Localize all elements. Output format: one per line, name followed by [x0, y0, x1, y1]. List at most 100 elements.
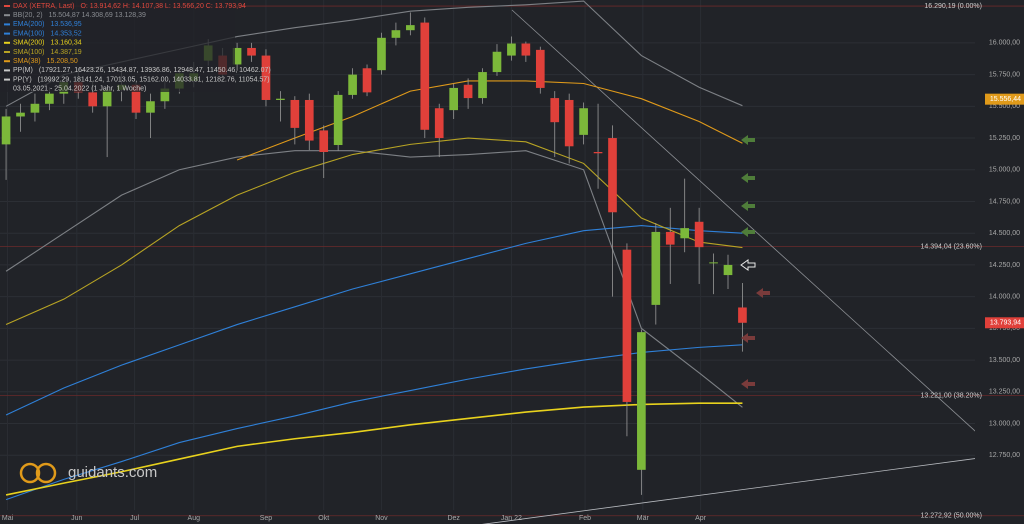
candle-body	[406, 25, 415, 31]
candle-body	[304, 99, 314, 141]
legend-name: DAX (XETRA, Last)	[13, 3, 74, 10]
candle-body	[579, 108, 588, 135]
x-tick-label: Mai	[2, 515, 14, 522]
arrow	[741, 227, 755, 237]
candle-body	[535, 49, 545, 88]
x-tick-label: Apr	[695, 515, 707, 522]
level-label: 13.221,00 (38.20%)	[921, 392, 983, 399]
candle-body	[16, 112, 25, 117]
x-tick-label: Nov	[375, 515, 388, 522]
candle-body	[391, 30, 401, 38]
indicator-line	[5, 225, 743, 416]
candle-body	[550, 98, 560, 123]
trend-line	[481, 458, 975, 524]
candle-body	[434, 108, 444, 139]
candle-body	[319, 130, 329, 152]
candle-body	[463, 84, 473, 99]
price-tag-label: 13.793,94	[990, 320, 1021, 327]
x-tick-label: Sep	[260, 515, 273, 522]
arrow	[741, 173, 755, 183]
candle-body	[160, 88, 170, 102]
indicator-line	[5, 402, 743, 496]
candle-body	[521, 43, 531, 56]
candle-body	[247, 47, 256, 56]
legend-name: SMA(38)	[13, 58, 41, 65]
y-tick-label: 14.750,00	[989, 198, 1020, 205]
y-tick-label: 12.750,00	[989, 452, 1020, 459]
y-tick-label: 15.000,00	[989, 167, 1020, 174]
y-tick-label: 13.000,00	[989, 420, 1020, 427]
legend-value: 13.160,34	[51, 40, 82, 47]
legend-swatch	[4, 78, 10, 81]
legend-name: BB(20, 2)	[13, 12, 43, 19]
legend-value: 14.387,19	[51, 49, 82, 56]
candle-body	[232, 47, 242, 65]
legend-name: SMA(100)	[13, 49, 45, 56]
indicator-line	[5, 344, 743, 501]
y-tick-label: 14.250,00	[989, 262, 1020, 269]
legend-name: PP(M)	[13, 67, 33, 74]
candle-body	[377, 37, 386, 71]
level-label: 16.290,19 (0.00%)	[924, 3, 982, 10]
candle-body	[694, 221, 704, 248]
candle-body	[261, 55, 271, 100]
legend-swatch	[4, 23, 10, 26]
arrow	[741, 379, 755, 389]
x-tick-label: Okt	[318, 515, 329, 522]
brand: guidants.com	[19, 462, 157, 484]
legend-swatch	[4, 41, 10, 44]
period: 03.05.2021 - 25.04.2022 (1 Jahr, 1 Woche…	[13, 86, 146, 93]
candle-body	[709, 262, 718, 264]
candle-body	[680, 228, 690, 239]
legend-value: 15.504,87 14.308,69 13.128,39	[49, 12, 146, 19]
candle-body	[276, 98, 285, 100]
y-tick-label: 15.500,00	[989, 103, 1020, 110]
candle-body	[420, 22, 430, 130]
candle-body	[102, 89, 112, 107]
y-tick-label: 16.000,00	[989, 40, 1020, 47]
candle-body	[738, 307, 747, 323]
candle-body	[30, 103, 40, 113]
candle-body	[146, 101, 155, 113]
legend-swatch	[4, 32, 10, 35]
legend-swatch	[4, 14, 10, 17]
candles	[1, 12, 747, 495]
indicator-line	[5, 137, 743, 326]
candle-body	[290, 99, 300, 128]
candle-body	[665, 231, 675, 245]
y-tick-label: 13.250,00	[989, 389, 1020, 396]
candle-body	[131, 84, 141, 113]
x-tick-label: Dez	[447, 515, 460, 522]
y-tick-label: 14.000,00	[989, 293, 1020, 300]
brand-text: guidants.com	[68, 464, 157, 481]
price-tag	[985, 317, 1024, 329]
candle-body	[45, 93, 54, 104]
candle-body	[88, 92, 98, 107]
price-tag-label: 15.556,44	[990, 96, 1021, 103]
level-label: 12.272,92 (50.00%)	[921, 513, 983, 520]
candle-body	[478, 72, 487, 99]
legend-value: (19992.29, 18141.24, 17013.05, 15162.00,…	[38, 76, 270, 83]
candle-body	[449, 87, 458, 111]
arrows	[740, 135, 770, 389]
price-tag	[985, 93, 1024, 105]
candle-body	[492, 51, 502, 73]
y-tick-label: 14.500,00	[989, 230, 1020, 237]
arrow	[740, 259, 756, 271]
arrow	[756, 288, 770, 298]
legend-swatch	[4, 69, 10, 72]
candle-body	[1, 116, 11, 145]
x-tick-label: Aug	[188, 515, 201, 522]
candle-body	[564, 99, 574, 147]
arrow	[741, 333, 755, 343]
candle-body	[637, 332, 646, 470]
legend-name: EMA(100)	[13, 30, 45, 37]
candle-body	[608, 138, 617, 213]
legend-value: 14.353,52	[51, 30, 82, 37]
candle-body	[593, 151, 603, 154]
x-tick-label: Feb	[579, 515, 591, 522]
x-tick-label: Jan 22	[501, 515, 522, 522]
x-tick-label: Mär	[637, 515, 650, 522]
